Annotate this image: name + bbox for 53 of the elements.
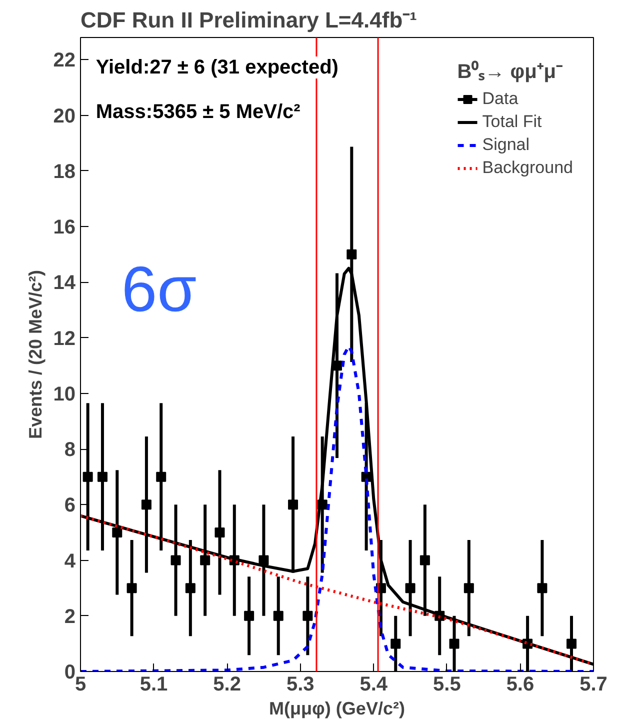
x-tick-label: 5.7 — [580, 674, 608, 696]
y-tick-label: 22 — [53, 50, 76, 72]
point — [112, 527, 122, 538]
legend-label: Background — [482, 158, 573, 178]
y-tick-label: 2 — [64, 606, 76, 628]
y-tick-label: 10 — [53, 383, 76, 406]
y-tick-label: 18 — [53, 160, 76, 183]
x-tick-label: 5.1 — [140, 674, 168, 696]
y-axis-title: Events / (20 MeV/c²) — [25, 270, 46, 440]
chart-title: CDF Run II Preliminary L=4.4fb⁻¹ — [80, 8, 417, 32]
legend-label: Data — [482, 89, 518, 109]
y-tick-label: 0 — [64, 662, 76, 684]
point — [449, 638, 460, 649]
y-tick-label: 8 — [64, 439, 76, 462]
x-axis-title: M(μμφ) (GeV/c²) — [269, 698, 405, 718]
point — [273, 610, 284, 621]
legend-label: Total Fit — [482, 112, 542, 132]
y-tick-label: 12 — [53, 328, 76, 350]
point — [405, 583, 416, 594]
point — [82, 472, 93, 482]
point — [464, 583, 474, 594]
point — [537, 583, 548, 594]
point — [141, 500, 152, 510]
point — [156, 472, 166, 482]
point — [97, 472, 108, 482]
y-tick-label: 4 — [64, 550, 76, 572]
legend-label: Signal — [482, 135, 530, 155]
y-tick-label: 14 — [53, 272, 76, 294]
x-tick-label: 5.4 — [360, 674, 388, 696]
point — [170, 555, 181, 566]
point — [302, 610, 313, 621]
point — [346, 249, 357, 260]
annotation: Yield:27 ± 6 (31 expected) — [96, 56, 338, 79]
annotation: Mass:5365 ± 5 MeV/c² — [96, 100, 301, 123]
x-tick-label: 5.6 — [506, 674, 534, 696]
point — [126, 583, 137, 594]
annotation: 6σ — [122, 253, 197, 326]
y-tick-label: 20 — [53, 105, 76, 128]
point — [200, 555, 210, 566]
point — [288, 500, 298, 510]
x-tick-label: 5.5 — [433, 674, 461, 696]
point — [214, 527, 225, 538]
point — [390, 638, 401, 649]
x-tick-label: 5.2 — [213, 674, 241, 696]
point — [420, 555, 430, 566]
point — [566, 638, 577, 649]
legend-title: B⁰ₛ→ φμ⁺μ⁻ — [457, 60, 564, 84]
y-tick-label: 6 — [64, 494, 76, 517]
x-tick-label: 5.3 — [286, 674, 314, 696]
point — [244, 610, 254, 621]
x-tick-label: 5 — [74, 674, 86, 696]
point — [185, 583, 196, 594]
y-tick-label: 16 — [53, 216, 76, 239]
